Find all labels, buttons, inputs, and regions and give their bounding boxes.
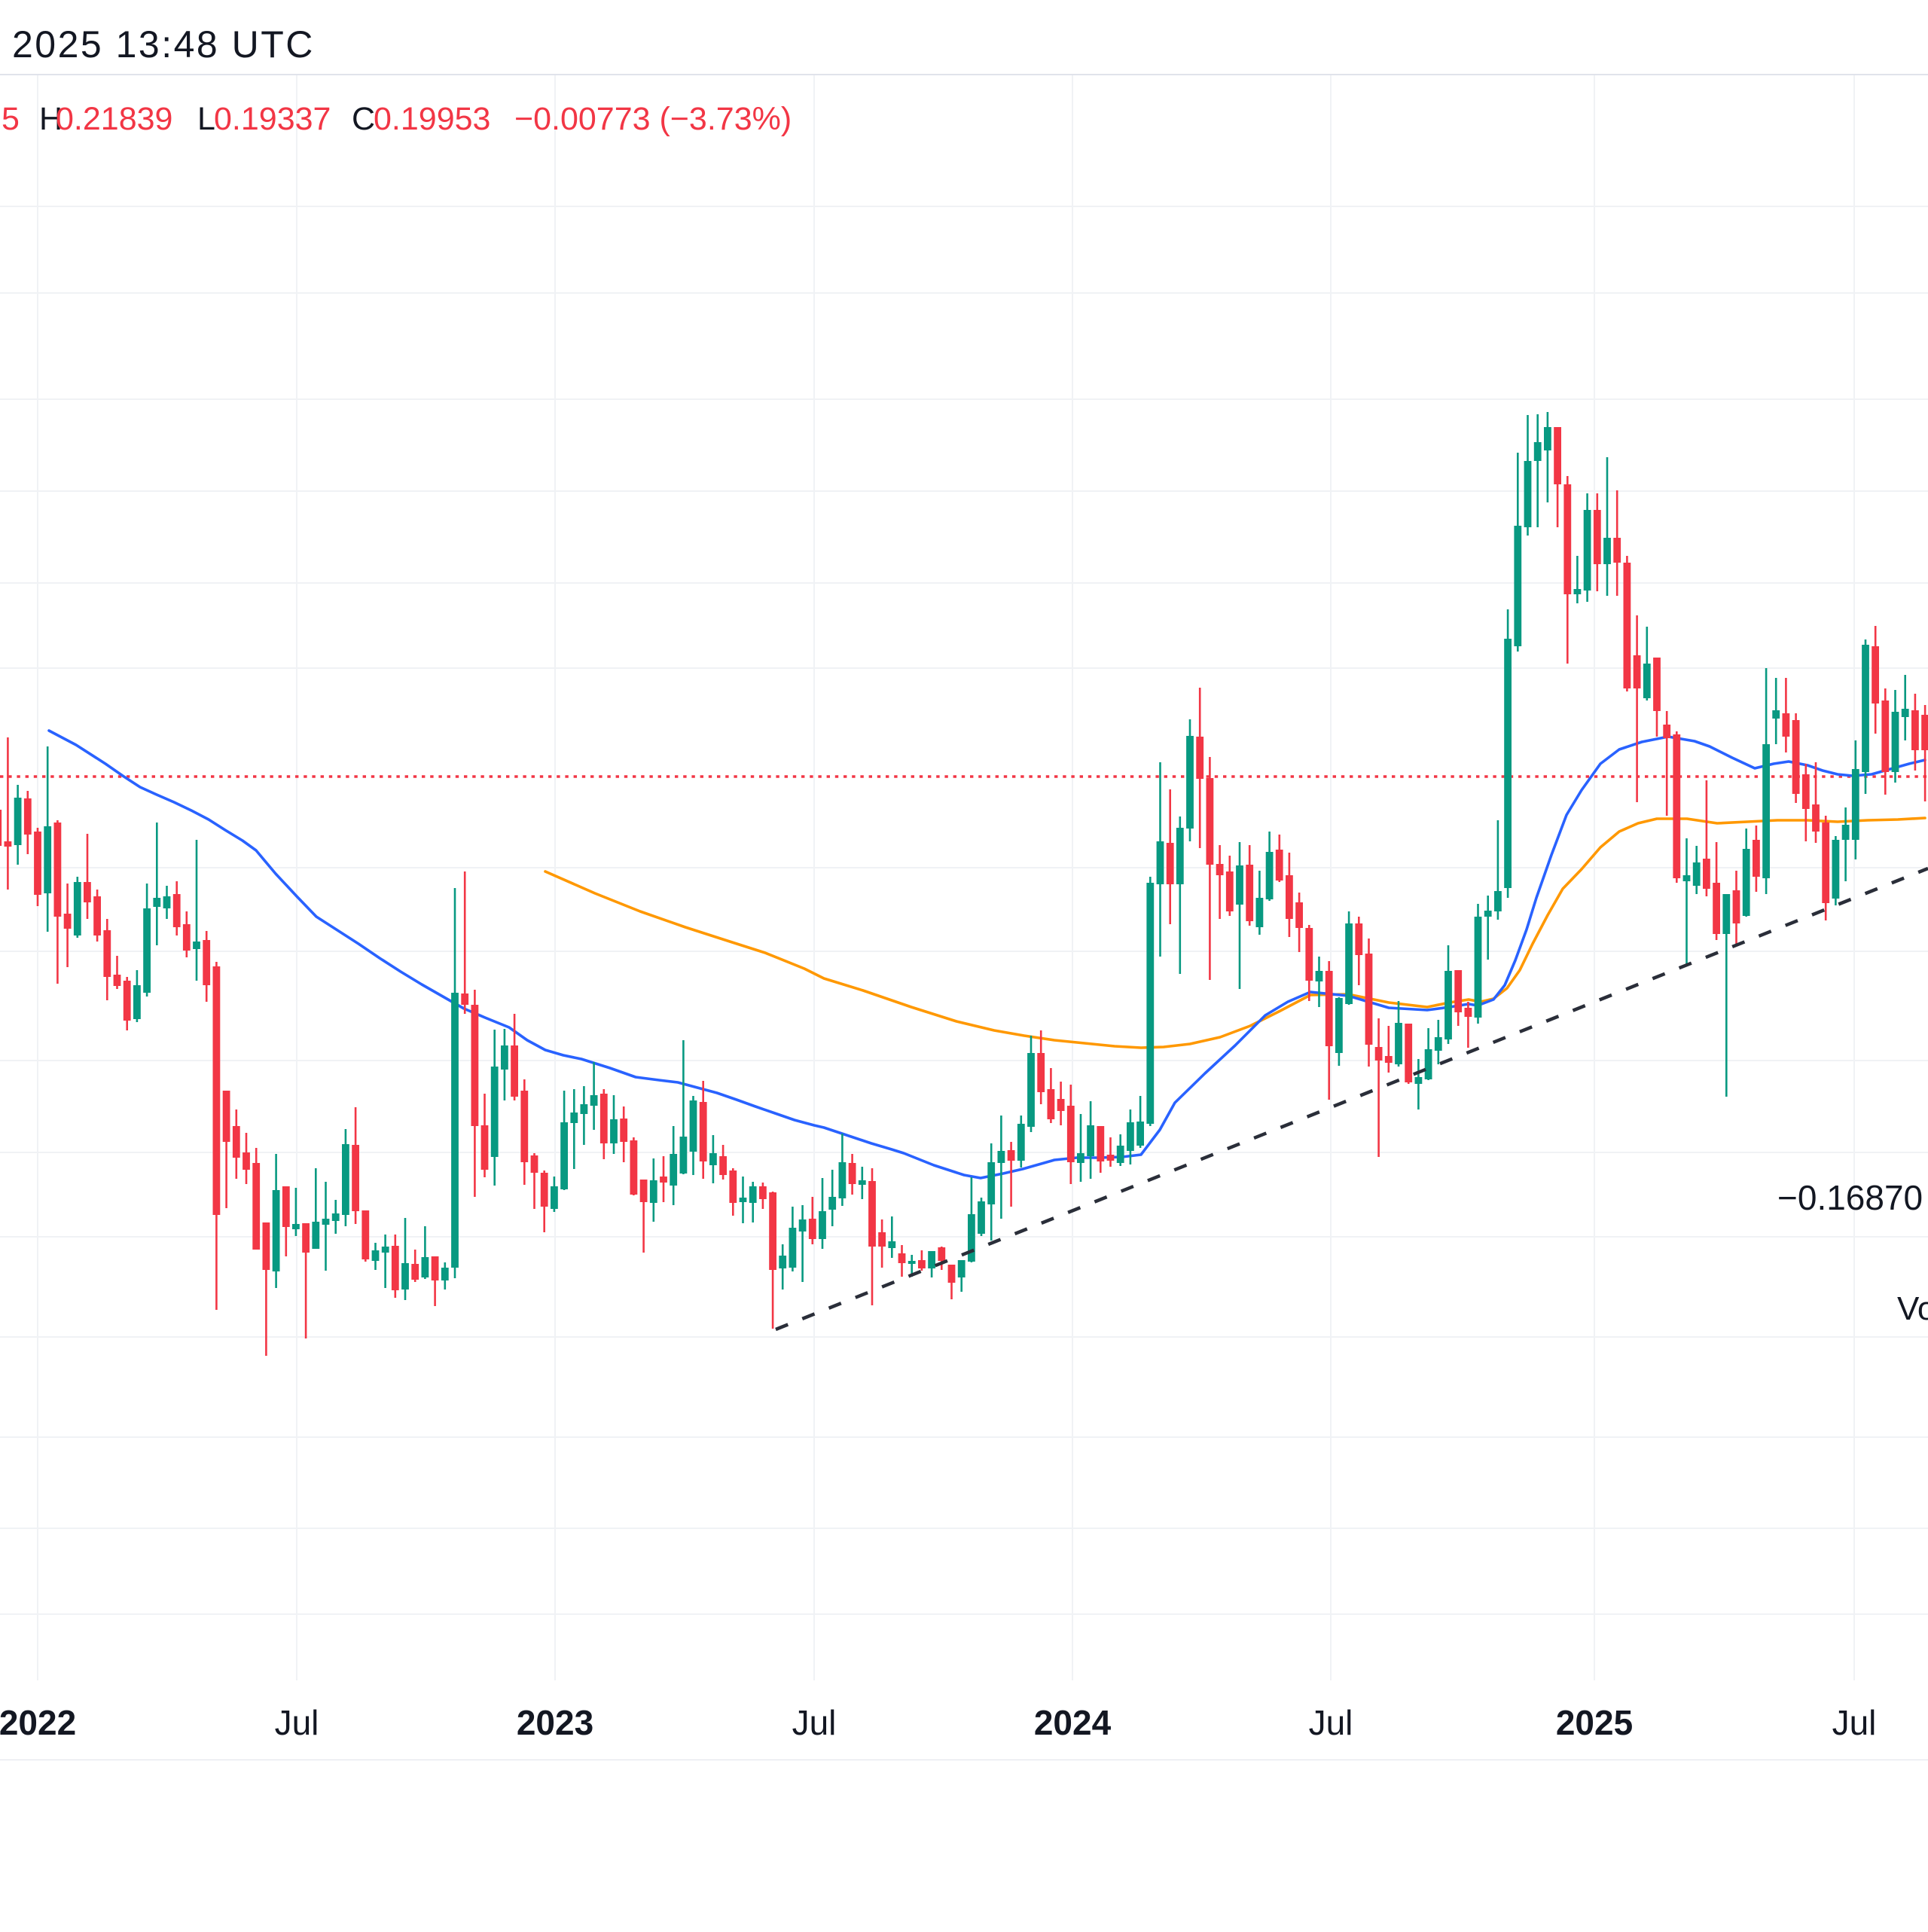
svg-text:Jul: Jul xyxy=(1309,1703,1353,1742)
svg-text:−0.00773 (−3.73%): −0.00773 (−3.73%) xyxy=(514,101,792,137)
svg-text:Jul: Jul xyxy=(792,1703,837,1742)
svg-text:5: 5 xyxy=(2,101,20,137)
svg-text:−0.16870 (: −0.16870 ( xyxy=(1777,1178,1928,1217)
svg-text:Vo: Vo xyxy=(1897,1290,1928,1327)
svg-text:2025: 2025 xyxy=(1556,1703,1633,1742)
svg-text:Jul: Jul xyxy=(275,1703,319,1742)
svg-text:C: C xyxy=(352,101,375,137)
svg-text:0.21839: 0.21839 xyxy=(56,101,172,137)
svg-text:0.19337: 0.19337 xyxy=(214,101,331,137)
svg-text:2024: 2024 xyxy=(1034,1703,1112,1742)
svg-text:2025 13:48 UTC: 2025 13:48 UTC xyxy=(12,23,315,66)
svg-text:0.19953: 0.19953 xyxy=(374,101,490,137)
svg-text:2023: 2023 xyxy=(517,1703,593,1742)
svg-text:Jul: Jul xyxy=(1832,1703,1877,1742)
svg-text:H: H xyxy=(39,101,63,137)
svg-text:L: L xyxy=(197,101,215,137)
svg-text:2022: 2022 xyxy=(0,1703,76,1742)
